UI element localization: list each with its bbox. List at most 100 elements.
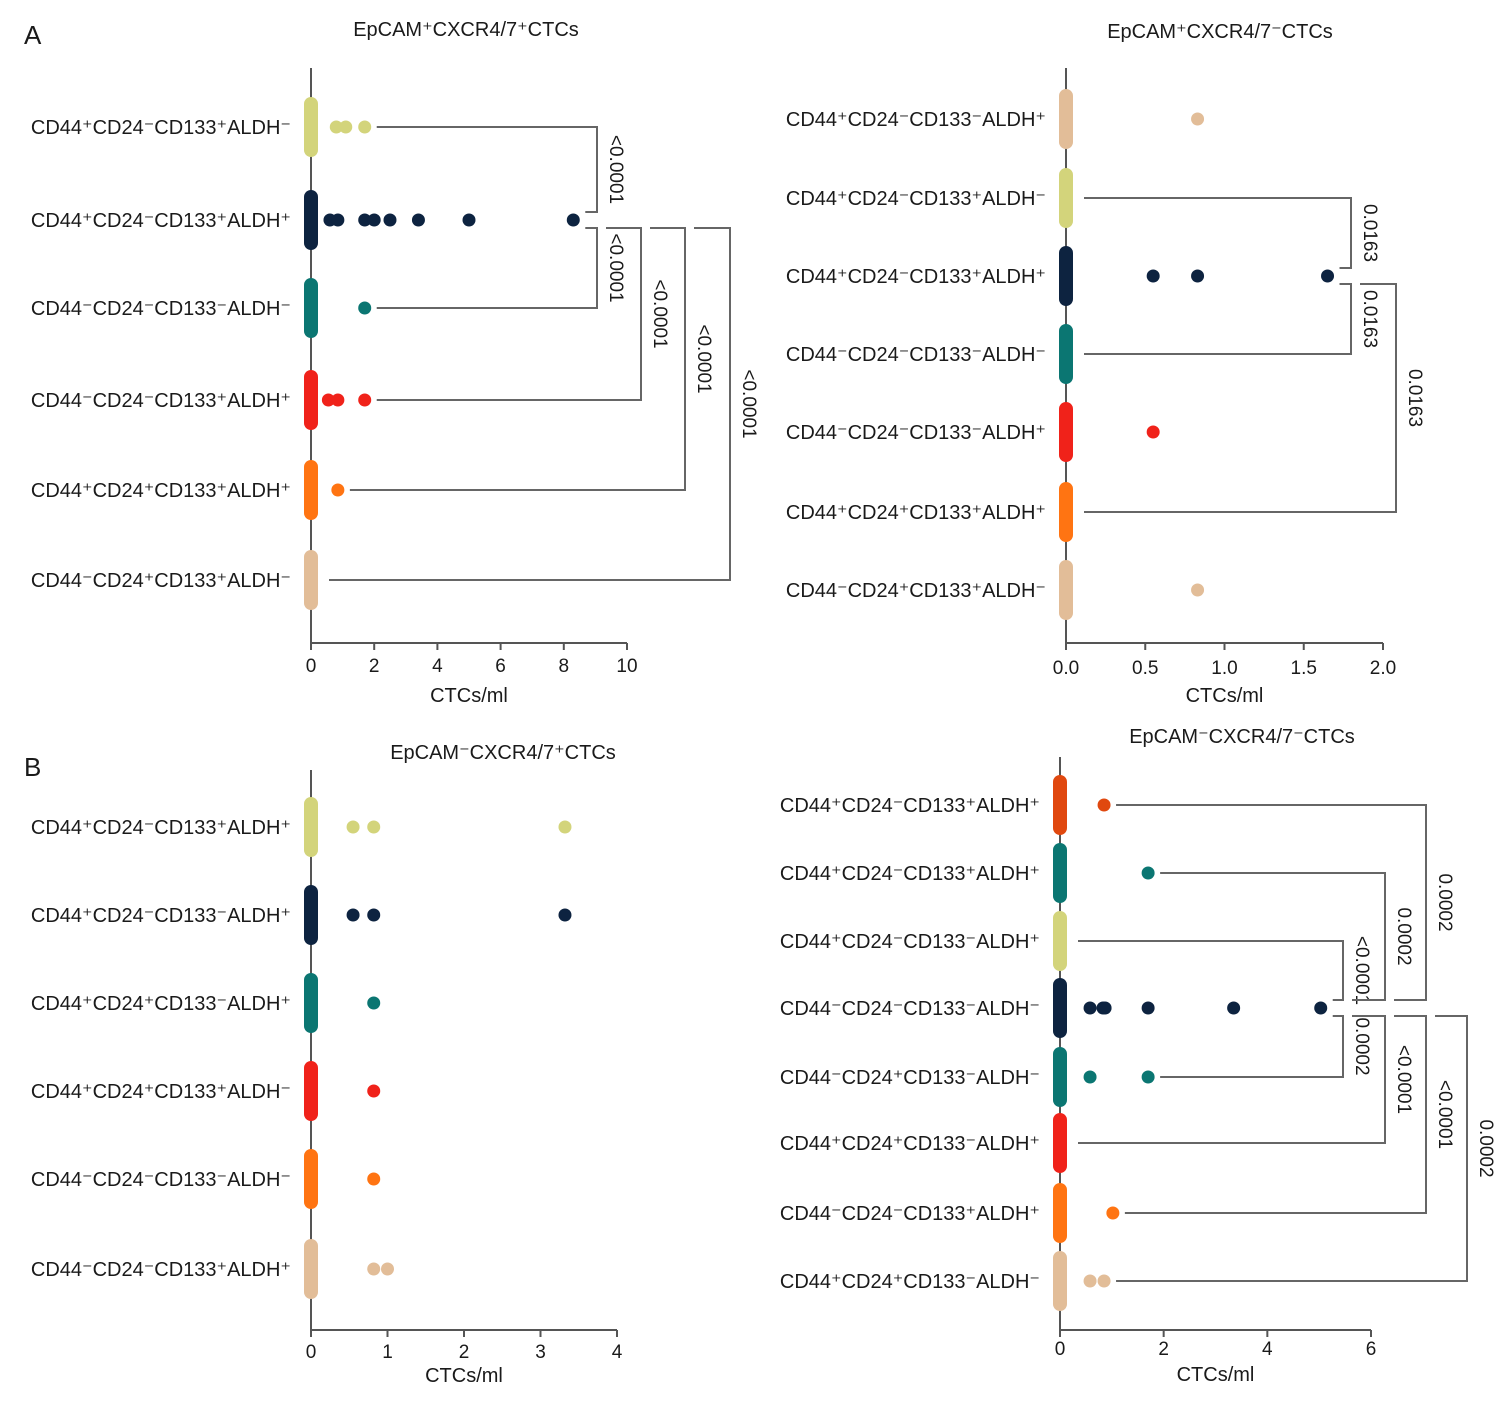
row-group: CD44⁺CD24⁻CD133⁺ALDH⁺ — [31, 797, 572, 857]
significance-bracket — [1116, 1015, 1468, 1282]
significance-bracket — [1084, 283, 1352, 355]
row-label: CD44⁺CD24⁺CD133⁻ALDH⁺ — [31, 993, 291, 1015]
row-label: CD44⁺CD24⁻CD133⁺ALDH⁺ — [780, 863, 1040, 885]
row-group: CD44⁺CD24⁻CD133⁺ALDH⁺ — [786, 246, 1335, 306]
x-tick-label: 0 — [1055, 1339, 1066, 1360]
x-tick-label: 8 — [559, 656, 570, 677]
data-point — [381, 1262, 394, 1276]
zero-cluster-bar — [1053, 1047, 1067, 1107]
row-label: CD44⁺CD24⁻CD133⁺ALDH⁺ — [31, 210, 291, 232]
row-group: CD44⁺CD24⁺CD133⁻ALDH⁻ — [780, 1251, 1111, 1311]
zero-cluster-bar — [304, 460, 318, 520]
p-value-label: <0.0001 — [605, 233, 626, 302]
zero-cluster-bar — [304, 370, 318, 430]
zero-cluster-bar — [1053, 911, 1067, 971]
x-tick-label: 6 — [1366, 1339, 1377, 1360]
row-group: CD44⁻CD24⁻CD133⁺ALDH⁺ — [31, 1239, 394, 1299]
zero-cluster-bar — [1053, 775, 1067, 835]
data-point — [331, 213, 345, 227]
data-point — [1191, 583, 1205, 597]
zero-cluster-bar — [1053, 1183, 1067, 1243]
zero-cluster-bar — [1053, 1251, 1067, 1311]
p-value-label: 0.0163 — [1359, 290, 1380, 348]
zero-cluster-bar — [304, 97, 318, 157]
row-label: CD44⁻CD24⁻CD133⁺ALDH⁺ — [31, 390, 291, 412]
x-axis-label: CTCs/ml — [430, 685, 508, 707]
row-group: CD44⁺CD24⁻CD133⁺ALDH⁺ — [780, 843, 1155, 903]
p-value-label: <0.0001 — [1393, 1045, 1414, 1114]
row-group: CD44⁺CD24⁺CD133⁻ALDH⁺ — [31, 973, 381, 1033]
row-group: CD44⁺CD24⁻CD133⁺ALDH⁺ — [780, 775, 1111, 835]
x-axis-label: CTCs/ml — [425, 1365, 503, 1387]
row-label: CD44⁺CD24⁺CD133⁺ALDH⁻ — [31, 1081, 291, 1103]
significance-bracket — [349, 227, 686, 491]
zero-cluster-bar — [1059, 402, 1073, 462]
row-group: CD44⁺CD24⁺CD133⁻ALDH⁺ — [780, 1113, 1067, 1173]
row-label: CD44⁺CD24⁺CD133⁻ALDH⁺ — [780, 1133, 1040, 1155]
row-group: CD44⁻CD24⁻CD133⁺ALDH⁺ — [780, 1183, 1120, 1243]
data-point — [1083, 1274, 1097, 1288]
row-group: CD44⁺CD24⁻CD133⁺ALDH⁻ — [786, 168, 1073, 228]
zero-cluster-bar — [304, 278, 318, 338]
row-group: CD44⁺CD24⁻CD133⁻ALDH⁺ — [780, 911, 1067, 971]
row-group: CD44⁻CD24⁻CD133⁺ALDH⁺ — [31, 370, 372, 430]
data-point — [339, 120, 353, 134]
data-point — [1098, 1001, 1112, 1015]
x-tick-label: 0 — [306, 1342, 317, 1363]
row-label: CD44⁺CD24⁻CD133⁺ALDH⁺ — [786, 266, 1046, 288]
data-point — [329, 120, 343, 134]
row-label: CD44⁻CD24⁻CD133⁻ALDH⁺ — [786, 422, 1046, 444]
x-tick-label: 2 — [369, 656, 380, 677]
panel-letter-a: A — [24, 20, 42, 50]
row-label: CD44⁺CD24⁺CD133⁻ALDH⁻ — [780, 1271, 1040, 1293]
data-point — [367, 213, 381, 227]
p-value-label: <0.0001 — [605, 135, 626, 204]
data-point — [367, 996, 381, 1010]
significance-bracket — [329, 227, 731, 581]
row-label: CD44⁺CD24⁻CD133⁻ALDH⁺ — [786, 109, 1046, 131]
data-point — [411, 213, 425, 227]
data-point — [1321, 269, 1335, 283]
significance-bracket — [1124, 1015, 1427, 1214]
x-tick-label: 6 — [495, 656, 506, 677]
panel-1: EpCAM⁺CXCR4/7⁺CTCs 0 2 4 6 8 10 CTCs/ml CD44⁺CD2… — [31, 19, 759, 707]
zero-cluster-bar — [304, 1149, 318, 1209]
p-value-label: <0.0001 — [693, 324, 714, 393]
zero-cluster-bar — [1059, 89, 1073, 149]
x-tick-label: 0 — [306, 656, 317, 677]
x-tick-label: 0.0 — [1053, 658, 1079, 679]
p-value-label: <0.0001 — [649, 279, 670, 348]
x-axis-label: CTCs/ml — [1177, 1364, 1255, 1386]
chart-title: EpCAM⁺CXCR4/7⁻CTCs — [1107, 21, 1333, 43]
significance-bracket — [1084, 197, 1352, 269]
row-group: CD44⁺CD24⁺CD133⁺ALDH⁻ — [31, 1061, 381, 1121]
x-tick-label: 4 — [432, 656, 443, 677]
row-group: CD44⁻CD24⁻CD133⁻ALDH⁺ — [786, 402, 1160, 462]
significance-bracket — [1078, 1015, 1386, 1144]
data-point — [367, 820, 381, 834]
row-group: CD44⁻CD24⁻CD133⁻ALDH⁻ — [31, 278, 372, 338]
data-point — [358, 301, 372, 315]
x-tick-label: 1.0 — [1211, 658, 1237, 679]
chart-title: EpCAM⁻CXCR4/7⁻CTCs — [1129, 726, 1355, 748]
significance-bracket — [1084, 283, 1397, 513]
row-label: CD44⁻CD24⁻CD133⁻ALDH⁻ — [780, 998, 1040, 1020]
data-point — [1314, 1001, 1328, 1015]
x-tick-label: 1 — [382, 1342, 393, 1363]
data-point — [1141, 1001, 1155, 1015]
zero-cluster-bar — [304, 797, 318, 857]
zero-cluster-bar — [304, 1239, 318, 1299]
row-group: CD44⁺CD24⁻CD133⁻ALDH⁺ — [786, 89, 1205, 149]
row-label: CD44⁻CD24⁻CD133⁻ALDH⁻ — [31, 298, 291, 320]
zero-cluster-bar — [1059, 246, 1073, 306]
zero-cluster-bar — [1059, 482, 1073, 542]
data-point — [383, 213, 397, 227]
row-label: CD44⁻CD24⁺CD133⁻ALDH⁻ — [780, 1067, 1040, 1089]
data-point — [358, 393, 372, 407]
row-label: CD44⁺CD24⁻CD133⁺ALDH⁻ — [31, 117, 291, 139]
panel-4: EpCAM⁻CXCR4/7⁻CTCs 0 2 4 6 CTCs/ml CD44⁺CD24⁻C… — [780, 726, 1496, 1386]
row-label: CD44⁻CD24⁻CD133⁻ALDH⁻ — [31, 1169, 291, 1191]
p-value-label: 0.0002 — [1351, 1017, 1372, 1075]
data-point — [1106, 1206, 1120, 1220]
x-tick-label: 2 — [1158, 1339, 1169, 1360]
